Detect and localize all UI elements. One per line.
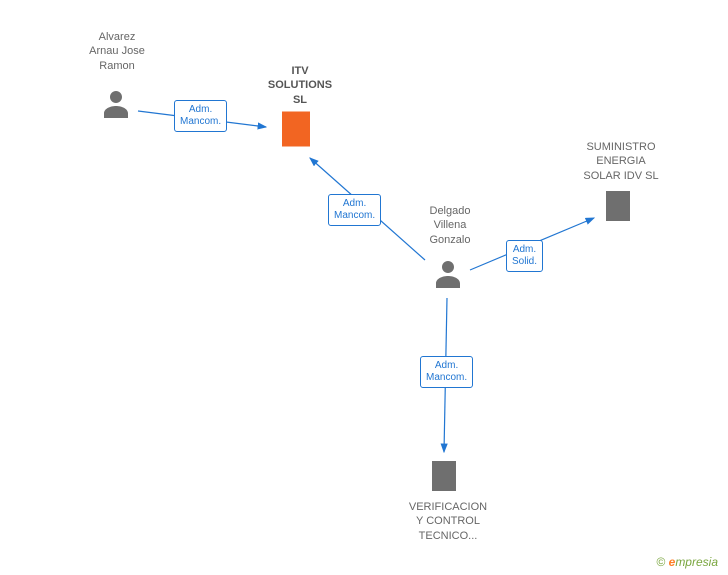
edge-label-delgado-verificacion: Adm.Mancom. [420,356,473,388]
edge-label-delgado-itv: Adm.Mancom. [328,194,381,226]
node-label-alvarez: AlvarezArnau JoseRamon [72,30,162,73]
node-label-itv: ITVSOLUTIONSSL [255,64,345,107]
person-icon[interactable] [430,255,466,296]
building-icon[interactable] [426,458,462,499]
brand-rest: mpresia [675,555,718,569]
edge-label-alvarez-itv: Adm.Mancom. [174,100,227,132]
person-icon[interactable] [98,85,134,126]
node-label-suministro: SUMINISTROENERGIASOLAR IDV SL [566,140,676,183]
copyright-symbol: © [656,555,665,569]
copyright-footer: © empresia [656,555,718,569]
building-icon[interactable] [600,188,636,229]
node-label-verificacion: VERIFICACIONY CONTROLTECNICO... [393,500,503,543]
edge-label-delgado-suministro: Adm.Solid. [506,240,543,272]
node-label-delgado: DelgadoVillenaGonzalo [410,204,490,247]
diagram-canvas: Adm.Mancom. Adm.Mancom. Adm.Solid. Adm.M… [0,0,728,575]
building-icon[interactable] [275,108,317,155]
